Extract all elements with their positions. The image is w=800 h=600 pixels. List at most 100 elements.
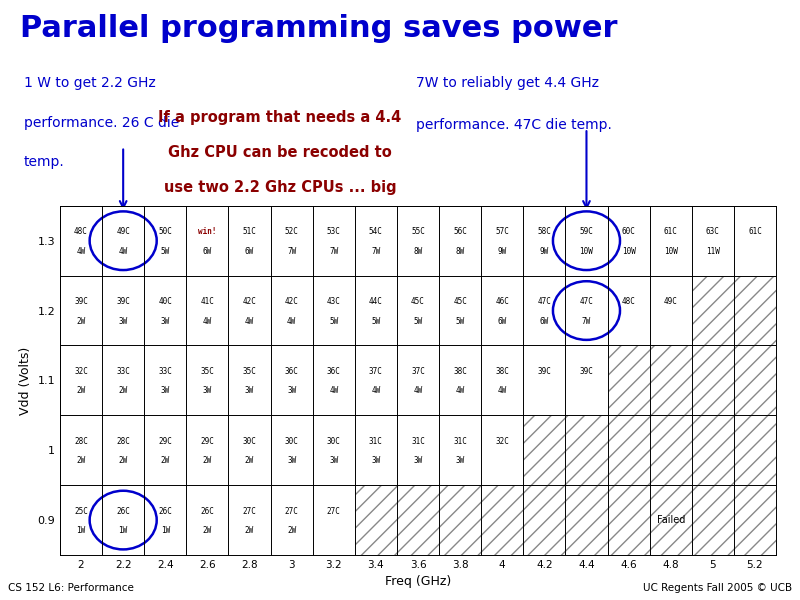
Bar bbox=[481, 485, 523, 555]
Text: 43C: 43C bbox=[327, 297, 341, 306]
Bar bbox=[692, 485, 734, 555]
Text: 5W: 5W bbox=[371, 317, 381, 326]
Bar bbox=[566, 485, 607, 555]
Text: 7W: 7W bbox=[329, 247, 338, 256]
Text: 2W: 2W bbox=[77, 456, 86, 465]
Text: 26C: 26C bbox=[201, 506, 214, 515]
Text: 4W: 4W bbox=[414, 386, 422, 395]
Text: 27C: 27C bbox=[285, 506, 298, 515]
Text: UC Regents Fall 2005 © UCB: UC Regents Fall 2005 © UCB bbox=[643, 583, 792, 593]
Text: 30C: 30C bbox=[285, 437, 298, 446]
Text: 6W: 6W bbox=[202, 247, 212, 256]
Text: 61C: 61C bbox=[748, 227, 762, 236]
Bar bbox=[734, 485, 776, 555]
Text: 3W: 3W bbox=[287, 456, 296, 465]
Text: 10W: 10W bbox=[579, 247, 594, 256]
Text: win!: win! bbox=[262, 215, 298, 230]
Text: 1W: 1W bbox=[77, 526, 86, 535]
Y-axis label: Vdd (Volts): Vdd (Volts) bbox=[19, 346, 32, 415]
Text: 52C: 52C bbox=[285, 227, 298, 236]
Text: 3W: 3W bbox=[118, 317, 128, 326]
Text: 55C: 55C bbox=[411, 227, 425, 236]
Text: If a program that needs a 4.4: If a program that needs a 4.4 bbox=[158, 110, 402, 125]
Text: 10W: 10W bbox=[664, 247, 678, 256]
Text: 37C: 37C bbox=[369, 367, 383, 376]
Bar bbox=[734, 415, 776, 485]
Text: 2W: 2W bbox=[118, 386, 128, 395]
Text: performance. 26 C die: performance. 26 C die bbox=[24, 116, 179, 130]
Text: temp.: temp. bbox=[24, 155, 65, 169]
Text: 60C: 60C bbox=[622, 227, 635, 236]
Text: 26C: 26C bbox=[116, 506, 130, 515]
Text: 27C: 27C bbox=[242, 506, 257, 515]
Text: 51C: 51C bbox=[242, 227, 257, 236]
Text: 5W: 5W bbox=[161, 247, 170, 256]
Text: 36C: 36C bbox=[285, 367, 298, 376]
Text: 45C: 45C bbox=[453, 297, 467, 306]
Text: 4W: 4W bbox=[329, 386, 338, 395]
Text: 58C: 58C bbox=[538, 227, 551, 236]
Text: 4W: 4W bbox=[245, 317, 254, 326]
Text: 63C: 63C bbox=[706, 227, 720, 236]
Text: 4W: 4W bbox=[118, 247, 128, 256]
Text: 39C: 39C bbox=[116, 297, 130, 306]
Text: 3W: 3W bbox=[287, 386, 296, 395]
Text: 7W to reliably get 4.4 GHz: 7W to reliably get 4.4 GHz bbox=[416, 76, 599, 90]
Text: 5W: 5W bbox=[329, 317, 338, 326]
Text: 3W: 3W bbox=[161, 317, 170, 326]
Text: 30C: 30C bbox=[242, 437, 257, 446]
Text: 5W: 5W bbox=[414, 317, 422, 326]
Text: 4W: 4W bbox=[287, 317, 296, 326]
Text: CS 152 L6: Performance: CS 152 L6: Performance bbox=[8, 583, 134, 593]
Text: 3W: 3W bbox=[161, 386, 170, 395]
Text: 36C: 36C bbox=[327, 367, 341, 376]
Text: 9W: 9W bbox=[498, 247, 507, 256]
Text: 2W: 2W bbox=[77, 317, 86, 326]
Text: 59C: 59C bbox=[579, 227, 594, 236]
Text: 31C: 31C bbox=[453, 437, 467, 446]
Text: 45C: 45C bbox=[411, 297, 425, 306]
Text: 4W: 4W bbox=[455, 386, 465, 395]
Text: 11W: 11W bbox=[706, 247, 720, 256]
Text: 10W: 10W bbox=[622, 247, 635, 256]
Text: 9W: 9W bbox=[540, 247, 549, 256]
Text: 30C: 30C bbox=[327, 437, 341, 446]
Bar bbox=[734, 275, 776, 346]
Bar bbox=[650, 485, 692, 555]
Bar bbox=[607, 346, 650, 415]
Text: 33C: 33C bbox=[158, 367, 172, 376]
Bar bbox=[523, 485, 566, 555]
Text: 38C: 38C bbox=[453, 367, 467, 376]
Text: 31C: 31C bbox=[369, 437, 383, 446]
Text: 5W: 5W bbox=[455, 317, 465, 326]
Text: 41C: 41C bbox=[201, 297, 214, 306]
Text: 53C: 53C bbox=[327, 227, 341, 236]
Text: Ghz CPU can be recoded to: Ghz CPU can be recoded to bbox=[168, 145, 392, 160]
Text: 27C: 27C bbox=[327, 506, 341, 515]
Text: 4W: 4W bbox=[498, 386, 507, 395]
Text: 2W: 2W bbox=[287, 526, 296, 535]
Text: 2W: 2W bbox=[118, 456, 128, 465]
Text: 3W: 3W bbox=[414, 456, 422, 465]
Text: 48C: 48C bbox=[622, 297, 635, 306]
Text: 3W: 3W bbox=[329, 456, 338, 465]
Bar bbox=[355, 485, 397, 555]
Text: 37C: 37C bbox=[411, 367, 425, 376]
Text: 2W: 2W bbox=[245, 526, 254, 535]
Text: 46C: 46C bbox=[495, 297, 509, 306]
Text: use two 2.2 Ghz CPUs ... big: use two 2.2 Ghz CPUs ... big bbox=[164, 181, 396, 196]
Text: 29C: 29C bbox=[201, 437, 214, 446]
Text: 2W: 2W bbox=[245, 456, 254, 465]
Text: 32C: 32C bbox=[74, 367, 88, 376]
Text: 28C: 28C bbox=[116, 437, 130, 446]
Text: 39C: 39C bbox=[538, 367, 551, 376]
Bar bbox=[607, 485, 650, 555]
Bar bbox=[523, 415, 566, 485]
Text: 3W: 3W bbox=[371, 456, 381, 465]
X-axis label: Freq (GHz): Freq (GHz) bbox=[385, 575, 451, 589]
Text: 25C: 25C bbox=[74, 506, 88, 515]
Text: 35C: 35C bbox=[201, 367, 214, 376]
Text: 8W: 8W bbox=[455, 247, 465, 256]
Text: 4W: 4W bbox=[77, 247, 86, 256]
Text: 31C: 31C bbox=[411, 437, 425, 446]
